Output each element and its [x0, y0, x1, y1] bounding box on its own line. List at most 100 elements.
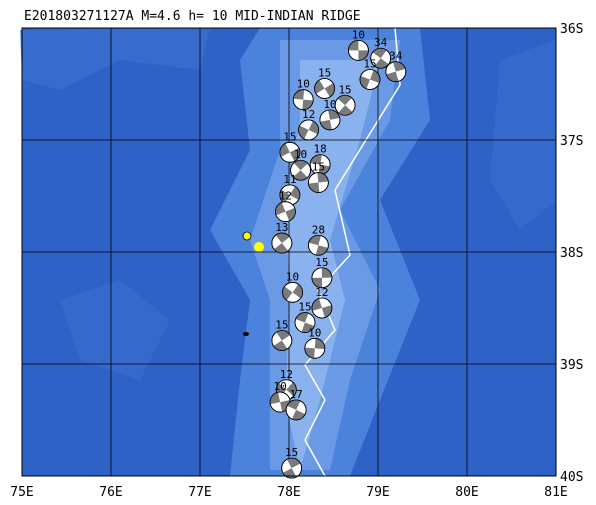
depth-label: 18 — [314, 143, 327, 156]
x-tick-label: 76E — [99, 485, 122, 500]
beachball-quadrant — [321, 267, 332, 278]
x-tick-label: 77E — [188, 485, 211, 500]
beachball-quadrant — [318, 164, 330, 175]
depth-label: 15 — [312, 161, 325, 174]
y-tick-label: 38S — [560, 246, 583, 261]
beachball-outline — [292, 89, 314, 111]
beachball-quadrant — [293, 170, 308, 181]
y-tick-label: 37S — [560, 134, 583, 149]
focal-mechanism — [271, 232, 293, 254]
depth-label: 10 — [273, 380, 286, 393]
beachball-quadrant — [298, 125, 309, 139]
depth-label: 10 — [297, 78, 310, 91]
beachball-outline — [285, 399, 307, 421]
depth-label: 13 — [275, 221, 288, 234]
beachball-outline — [281, 457, 303, 479]
beachball-quadrant — [348, 40, 359, 51]
depth-label: 15 — [338, 83, 351, 96]
beachball-outline — [290, 159, 311, 181]
beachball-quadrant — [310, 154, 322, 165]
beachball-outline — [334, 94, 356, 116]
beachball-outline — [271, 330, 293, 351]
beachball-outline — [319, 109, 341, 131]
beachball-quadrant — [337, 95, 352, 106]
focal-mechanism — [385, 61, 407, 83]
focal-mechanism — [298, 119, 319, 141]
beachball-quadrant — [328, 109, 340, 120]
focal-mechanism — [334, 94, 356, 116]
beachball-quadrant — [317, 172, 329, 183]
depth-label: 28 — [312, 223, 325, 236]
beachball-outline — [275, 201, 296, 223]
depth-label: 15 — [283, 130, 296, 143]
focal-mechanism — [311, 297, 333, 319]
beachball-outline — [279, 141, 301, 163]
depth-label: 15 — [298, 301, 311, 314]
beachball-quadrant — [372, 48, 387, 59]
x-tick-label: 80E — [455, 485, 478, 500]
y-tick-label: 40S — [560, 470, 583, 485]
focal-mechanism — [314, 78, 336, 99]
focal-mechanism — [282, 281, 303, 303]
beachball-quadrant — [275, 233, 290, 244]
focal-mechanism — [319, 109, 341, 131]
title: E201803271127A M=4.6 h= 10 MID-INDIAN RI… — [24, 9, 361, 24]
depth-label: 10 — [286, 270, 299, 283]
beachball-quadrant — [374, 58, 389, 69]
focal-mechanism — [271, 330, 293, 351]
map-frame — [21, 27, 557, 477]
beachball-quadrant — [291, 409, 306, 420]
beachball-quadrant — [270, 392, 281, 405]
depth-label: 15 — [315, 256, 328, 269]
depth-label: 15 — [285, 446, 298, 459]
beachball-quadrant — [314, 79, 325, 94]
beachball-outline — [271, 232, 293, 254]
beachball-quadrant — [287, 399, 301, 410]
depth-label: 34 — [389, 50, 403, 63]
focal-mechanism — [370, 47, 392, 69]
beachball-quadrant — [293, 160, 308, 171]
beachball-quadrant — [308, 120, 319, 135]
beachball-quadrant — [311, 277, 323, 288]
beachball-quadrant — [308, 182, 320, 193]
depth-label: 12 — [302, 108, 315, 121]
beachball-outline — [359, 69, 381, 90]
x-tick-label: 78E — [277, 485, 300, 500]
beachball-quadrant — [320, 119, 332, 130]
focal-mechanism — [275, 201, 296, 223]
focal-mechanism — [359, 69, 381, 90]
beachball-outline — [311, 267, 333, 289]
depth-label: 12 — [315, 286, 328, 299]
beachball-quadrant — [282, 286, 293, 301]
depth-label: 12 — [280, 368, 293, 381]
focal-mechanism — [309, 154, 331, 176]
beachball-outline — [294, 312, 316, 333]
x-tick-label: 81E — [544, 485, 567, 500]
depth-label: 12 — [279, 190, 292, 203]
beachball-quadrant — [292, 284, 303, 299]
x-tick-label: 75E — [10, 485, 33, 500]
beachball-quadrant — [286, 382, 297, 397]
focal-mechanism — [281, 457, 303, 479]
depth-label: 10 — [352, 28, 365, 41]
beachball-quadrant — [338, 105, 353, 116]
beachball-quadrant — [279, 143, 290, 157]
beachball-quadrant — [273, 340, 288, 351]
depth-label: 10 — [308, 326, 321, 339]
depth-label: 10 — [294, 148, 307, 161]
beachball-outline — [385, 61, 407, 83]
beachball-outline — [307, 172, 329, 193]
y-tick-label: 39S — [560, 358, 583, 373]
beachball-quadrant — [286, 458, 301, 469]
beachball-quadrant — [314, 338, 325, 350]
beachball-outline — [348, 40, 369, 61]
focal-mechanism — [348, 40, 369, 61]
depth-label: 10 — [323, 98, 336, 111]
beachball-outline — [304, 337, 326, 359]
beachball-outline — [307, 234, 329, 256]
focal-mechanism — [307, 234, 329, 256]
depth-label: 15 — [275, 318, 288, 331]
focal-mechanism — [290, 159, 311, 181]
